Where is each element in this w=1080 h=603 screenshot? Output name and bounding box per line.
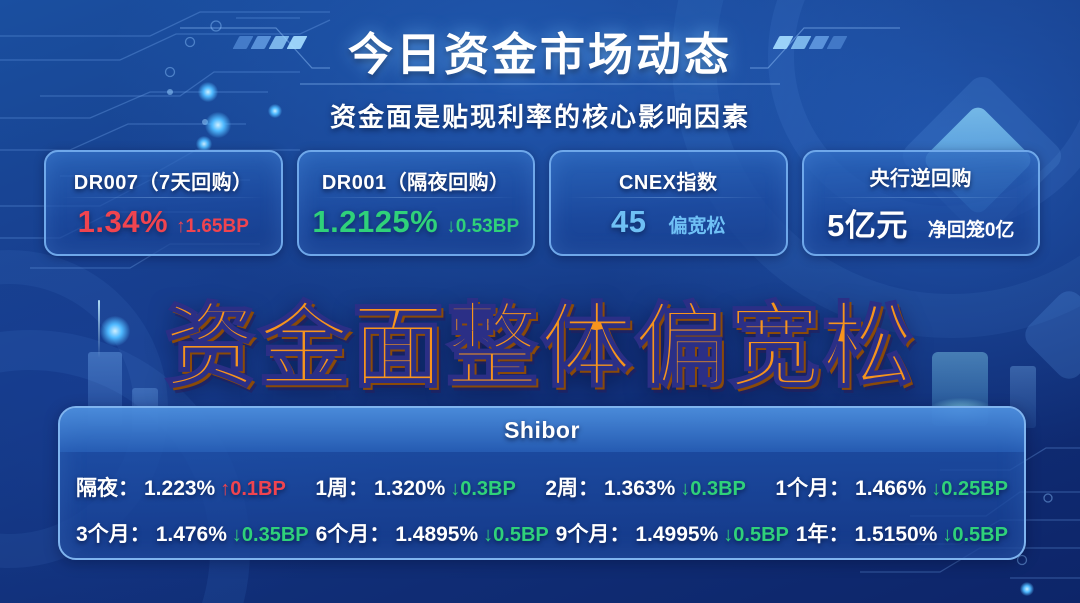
shibor-value: 1.223%: [144, 477, 216, 500]
trend-down-icon: ↓: [450, 478, 461, 500]
trend-down-icon: ↓: [680, 478, 691, 500]
shibor-delta: ↓0.5BP: [723, 524, 789, 547]
shibor-item-2week: 2周： 1.363% ↓0.3BP: [545, 472, 746, 502]
shibor-item-1week: 1周： 1.320% ↓0.3BP: [315, 472, 516, 502]
shibor-label: 1个月：: [775, 477, 851, 500]
shibor-value: 1.476%: [155, 523, 227, 546]
page-title: 今日资金市场动态: [347, 29, 732, 80]
shibor-delta-text: 0.25BP: [941, 478, 1008, 500]
shibor-heading: Shibor: [60, 408, 1024, 452]
shibor-delta: ↓0.3BP: [680, 478, 746, 501]
shibor-value: 1.4895%: [395, 523, 479, 546]
shibor-item-overnight: 隔夜： 1.223% ↑0.1BP: [76, 472, 286, 502]
shibor-label: 2周：: [545, 477, 600, 500]
trend-down-icon: ↓: [483, 524, 494, 546]
metric-delta: ↑1.65BP: [176, 216, 249, 238]
metric-card-values: 5亿元 净回笼0亿: [827, 200, 1014, 245]
shibor-delta-text: 0.5BP: [733, 524, 789, 546]
metric-value: 1.34%: [77, 204, 169, 239]
metric-card-values: 45 偏宽松: [611, 204, 726, 240]
metric-card-values: 1.34% ↑1.65BP: [78, 204, 249, 240]
metric-card-values: 1.2125% ↓0.53BP: [312, 204, 519, 240]
trend-up-icon: ↑: [176, 216, 186, 237]
shibor-item-3month: 3个月： 1.476% ↓0.35BP: [76, 518, 309, 548]
title-block: 今日资金市场动态 资金面是贴现利率的核心影响因素: [0, 18, 1080, 134]
headline-banner: 资金面整体偏宽松: [163, 295, 916, 399]
metric-card-title: DR007（7天回购）: [73, 172, 253, 194]
shibor-item-6month: 6个月： 1.4895% ↓0.5BP: [316, 518, 549, 548]
metric-card-dr001[interactable]: DR001（隔夜回购） 1.2125% ↓0.53BP: [296, 150, 535, 256]
title-decoration-right: [772, 36, 848, 62]
shibor-label: 隔夜：: [76, 477, 139, 500]
metric-delta-text: 0.53BP: [455, 216, 520, 237]
trend-down-icon: ↓: [931, 478, 942, 500]
shibor-value: 1.320%: [374, 477, 446, 500]
shibor-value: 1.4995%: [635, 523, 719, 546]
shibor-delta-text: 0.5BP: [493, 524, 549, 546]
shibor-delta-text: 0.1BP: [230, 478, 286, 500]
shibor-row: 3个月： 1.476% ↓0.35BP 6个月： 1.4895% ↓0.5BP …: [76, 510, 1008, 556]
shibor-delta-text: 0.5BP: [952, 524, 1008, 546]
shibor-delta-text: 0.35BP: [241, 524, 309, 546]
shibor-delta-text: 0.3BP: [460, 478, 516, 500]
shibor-delta: ↓0.35BP: [232, 524, 309, 547]
shibor-delta: ↓0.25BP: [931, 478, 1008, 501]
trend-down-icon: ↓: [231, 524, 242, 546]
shibor-label: 3个月：: [76, 523, 151, 546]
shibor-panel: Shibor 隔夜： 1.223% ↑0.1BP 1周： 1.320% ↓0.3…: [58, 406, 1026, 560]
page-subtitle: 资金面是贴现利率的核心影响因素: [329, 102, 750, 132]
shibor-delta: ↓0.5BP: [483, 524, 549, 547]
shibor-item-1year: 1年： 1.5150% ↓0.5BP: [796, 518, 1008, 548]
metric-card-cnex[interactable]: CNEX指数 45 偏宽松: [549, 150, 788, 256]
shibor-value: 1.5150%: [854, 523, 938, 546]
shibor-delta-text: 0.3BP: [690, 478, 746, 500]
metric-card-title: DR001（隔夜回购）: [321, 172, 510, 194]
title-decoration-left: [232, 36, 308, 62]
shibor-body: 隔夜： 1.223% ↑0.1BP 1周： 1.320% ↓0.3BP 2周： …: [60, 452, 1024, 556]
metric-note: 偏宽松: [668, 216, 726, 237]
trend-up-icon: ↑: [220, 478, 231, 500]
metric-card-row: DR007（7天回购） 1.34% ↑1.65BP DR001（隔夜回购） 1.…: [44, 150, 1040, 256]
shibor-delta: ↓0.3BP: [450, 478, 516, 501]
shibor-item-9month: 9个月： 1.4995% ↓0.5BP: [556, 518, 789, 548]
trend-down-icon: ↓: [723, 524, 734, 546]
metric-card-title: CNEX指数: [618, 172, 718, 194]
shibor-label: 9个月：: [555, 523, 631, 546]
metric-card-title: 央行逆回购: [869, 167, 972, 190]
metric-card-reverse-repo[interactable]: 央行逆回购 5亿元 净回笼0亿: [801, 150, 1040, 256]
shibor-delta: ↓0.5BP: [942, 524, 1008, 547]
shibor-item-1month: 1个月： 1.466% ↓0.25BP: [775, 472, 1008, 502]
shibor-label: 1年：: [795, 523, 850, 546]
shibor-row: 隔夜： 1.223% ↑0.1BP 1周： 1.320% ↓0.3BP 2周： …: [76, 464, 1008, 510]
trend-down-icon: ↓: [446, 216, 456, 237]
metric-delta: ↓0.53BP: [446, 216, 519, 238]
metric-card-dr007[interactable]: DR007（7天回购） 1.34% ↑1.65BP: [44, 150, 283, 256]
metric-value: 1.2125%: [312, 204, 439, 239]
shibor-delta: ↑0.1BP: [220, 478, 286, 501]
trend-down-icon: ↓: [942, 524, 953, 546]
shibor-label: 1周：: [315, 477, 370, 500]
metric-value: 5亿元: [827, 207, 908, 243]
metric-note: 净回笼0亿: [927, 219, 1015, 241]
metric-delta-text: 1.65BP: [185, 216, 249, 237]
shibor-value: 1.363%: [604, 477, 676, 500]
metric-value: 45: [611, 204, 647, 239]
shibor-label: 6个月：: [315, 523, 391, 546]
shibor-value: 1.466%: [855, 477, 927, 500]
